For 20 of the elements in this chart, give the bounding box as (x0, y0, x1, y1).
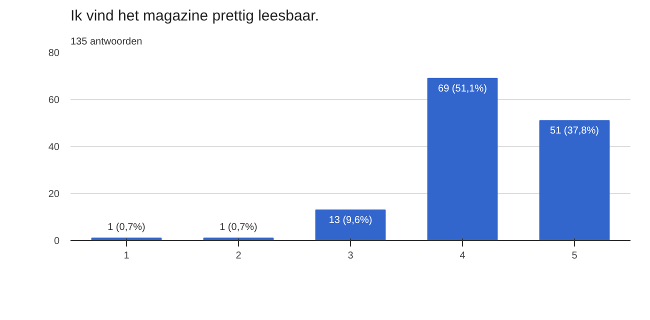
data-label: 51 (37,8%) (550, 126, 599, 137)
bar (315, 209, 386, 240)
x-tick-label: 2 (236, 250, 242, 262)
y-tick-label: 20 (48, 189, 60, 200)
y-tick-label: 60 (48, 95, 60, 106)
y-tick-label: 0 (54, 236, 60, 247)
y-tick-label: 80 (48, 48, 60, 59)
data-label: 13 (9,6%) (328, 214, 372, 226)
data-label: 1 (0,7%) (108, 222, 146, 234)
x-tick-label: 4 (460, 250, 466, 262)
x-tick-label: 1 (124, 250, 130, 262)
chart-title: Ik vind het magazine prettig leesbaar. (70, 8, 319, 24)
data-label: 69 (51,1%) (438, 83, 487, 94)
bar (539, 120, 610, 240)
bar (427, 78, 498, 240)
x-tick-label: 5 (572, 250, 578, 262)
data-label: 1 (0,7%) (220, 222, 258, 234)
chart-subtitle: 135 antwoorden (70, 36, 142, 48)
x-tick-label: 3 (348, 250, 354, 262)
y-tick-label: 40 (48, 142, 60, 153)
